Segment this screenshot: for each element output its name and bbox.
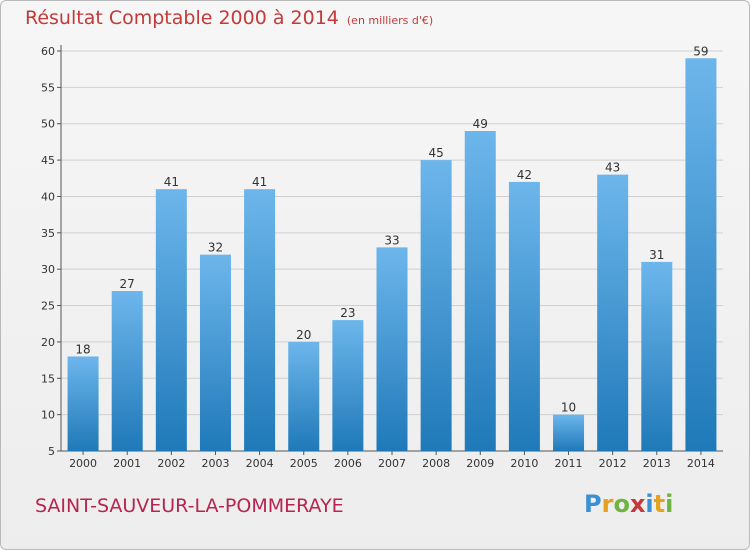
logo-letter: P: [584, 490, 602, 518]
bar-2003: [199, 254, 231, 451]
data-label: 23: [340, 306, 355, 320]
bar-2001: [111, 291, 143, 451]
data-label: 49: [473, 117, 488, 131]
y-tick-label: 20: [41, 336, 55, 349]
bar-2005: [288, 341, 320, 451]
bar-2010: [508, 181, 540, 451]
y-tick-label: 40: [41, 190, 55, 203]
x-tick-label: 2002: [157, 457, 185, 470]
x-tick-label: 2008: [422, 457, 450, 470]
data-label: 45: [428, 146, 443, 160]
y-tick-label: 45: [41, 154, 55, 167]
logo-letter: t: [653, 490, 666, 518]
x-tick-label: 2006: [334, 457, 362, 470]
x-tick-label: 2001: [113, 457, 141, 470]
y-tick-label: 5: [48, 445, 55, 458]
logo-letter: i: [665, 490, 674, 518]
bar-2006: [332, 320, 364, 451]
logo-letter: r: [601, 490, 614, 518]
bar-2004: [244, 189, 276, 451]
bar-2002: [155, 189, 187, 451]
y-tick-label: 25: [41, 300, 55, 313]
data-label: 43: [605, 161, 620, 175]
data-label: 33: [384, 233, 399, 247]
bar-2014: [685, 58, 717, 451]
x-tick-label: 2011: [555, 457, 583, 470]
data-label: 10: [561, 401, 576, 415]
x-tick-label: 2003: [201, 457, 229, 470]
y-tick-label: 60: [41, 45, 55, 58]
x-tick-label: 2007: [378, 457, 406, 470]
commune-name: SAINT-SAUVEUR-LA-POMMERAYE: [35, 495, 344, 517]
bar-2011: [553, 414, 585, 451]
logo-letter: i: [645, 490, 654, 518]
y-tick-label: 30: [41, 263, 55, 276]
x-tick-label: 2012: [599, 457, 627, 470]
logo-letter: o: [613, 490, 630, 518]
bar-2013: [641, 261, 673, 451]
x-tick-label: 2000: [69, 457, 97, 470]
data-label: 59: [693, 44, 708, 58]
bar-2007: [376, 247, 408, 451]
logo-letter: x: [629, 490, 646, 518]
chart-title: Résultat Comptable 2000 à 2014 (en millie…: [25, 7, 433, 29]
y-tick-label: 35: [41, 227, 55, 240]
data-labels: 18 27 41 32 41 20 23 33 45 49 42 10 43 31 59: [75, 44, 708, 414]
bar-2009: [464, 131, 496, 451]
data-label: 27: [120, 277, 135, 291]
y-tick-label: 50: [41, 118, 55, 131]
chart-title-text: Résultat Comptable 2000 à 2014: [25, 7, 339, 29]
data-label: 18: [75, 342, 90, 356]
data-label: 41: [252, 175, 267, 189]
data-label: 41: [164, 175, 179, 189]
data-label: 42: [517, 168, 532, 182]
data-label: 32: [208, 241, 223, 255]
y-tick-label: 10: [41, 409, 55, 422]
x-tick-label: 2013: [643, 457, 671, 470]
bar-2008: [420, 160, 452, 451]
x-tick-label: 2014: [687, 457, 715, 470]
x-tick-label: 2004: [246, 457, 274, 470]
data-label: 20: [296, 328, 311, 342]
bars: [67, 58, 717, 452]
y-tick-label: 15: [41, 372, 55, 385]
proxiti-logo: Proxiti: [584, 490, 673, 518]
data-label: 31: [649, 248, 664, 262]
x-tick-label: 2005: [290, 457, 318, 470]
x-tick-label: 2010: [510, 457, 538, 470]
bar-2012: [597, 174, 629, 452]
y-tick-label: 55: [41, 81, 55, 94]
chart-subtitle: (en milliers d'€): [346, 14, 434, 27]
x-tick-label: 2009: [466, 457, 494, 470]
bar-2000: [67, 356, 99, 451]
